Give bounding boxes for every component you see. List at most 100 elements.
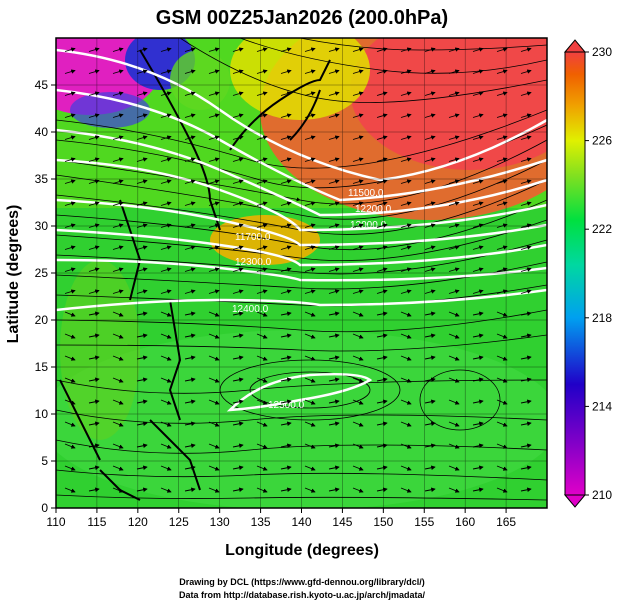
wind-arrow [256,487,268,493]
wind-arrow [472,377,484,382]
wind-arrow [232,267,244,272]
wind-arrow [376,69,388,74]
wind-arrow [256,465,268,471]
wind-arrow [280,135,292,140]
wind-arrow [352,69,364,74]
wind-arrow [136,201,148,206]
wind-arrow [424,245,436,250]
wind-arrow [88,487,100,492]
wind-arrow [136,311,148,316]
wind-arrow [400,179,412,184]
wind-arrow [448,377,460,383]
wind-arrow [520,267,532,272]
wind-arrow [208,69,220,74]
colorbar-label: 222 [592,222,612,236]
wind-arrow [280,311,292,316]
wind-arrow [520,201,532,206]
x-tick-label: 150 [373,515,393,529]
wind-arrow [376,135,388,140]
wind-arrow [184,47,196,52]
wind-arrow [400,289,412,294]
wind-arrow [352,355,364,361]
wind-arrow [112,91,124,96]
wind-arrow [112,157,124,162]
wind-arrow [304,245,316,250]
wind-arrow [328,113,340,118]
wind-arrow [520,135,532,140]
wind-arrow [208,355,220,361]
wind-arrow [472,421,484,426]
wind-arrow [160,355,172,361]
wind-arrow [64,69,76,74]
wind-arrow [208,311,220,317]
wind-arrow [160,333,172,339]
wind-arrow [352,421,364,427]
wind-arrow [424,421,436,426]
wind-arrow [304,465,316,471]
wind-arrow [64,355,76,361]
temperature-field [56,38,547,508]
wind-arrow [424,179,436,184]
wind-arrow [448,311,460,317]
wind-arrow [160,135,172,140]
wind-arrow [160,465,172,471]
wind-arrow [64,443,76,449]
wind-arrow [232,289,244,294]
wind-arrow [184,91,196,96]
wind-arrow [184,201,196,206]
y-tick-label: 20 [35,313,49,327]
wind-arrow [88,421,100,426]
wind-arrow [520,289,532,294]
wind-arrow [328,377,340,382]
wind-arrow [184,113,196,118]
wind-arrow [376,399,388,404]
wind-arrow [520,91,532,96]
wind-arrow [256,201,268,206]
wind-arrow [256,47,268,52]
wind-arrow [376,157,388,162]
wind-arrow [520,179,532,184]
wind-arrow [448,487,460,493]
wind-arrow [232,487,244,492]
wind-arrow [352,333,364,339]
wind-arrow [376,311,388,316]
colorbar-bottom-arrow [563,494,587,508]
wind-arrow [280,355,292,360]
wind-arrow [88,333,100,338]
wind-arrow [520,465,532,470]
wind-arrow [256,267,268,272]
wind-arrow [400,245,412,250]
wind-arrow [328,355,340,360]
wind-arrow [472,245,484,250]
wind-arrow [496,267,508,272]
wind-arrow [88,355,100,360]
colorbar-scale [564,51,586,496]
wind-arrow [136,135,148,140]
wind-arrow [400,157,412,162]
wind-arrow [376,355,388,360]
wind-arrow [328,421,340,426]
wind-arrow [328,47,340,52]
wind-arrow [64,487,76,493]
wind-arrow [424,47,436,52]
wind-arrow [304,201,316,206]
wind-arrow [328,311,340,316]
wind-arrow [184,465,196,470]
wind-arrow [448,47,460,52]
wind-arrow [472,157,484,162]
wind-arrow [280,377,292,382]
wind-arrow [160,245,172,250]
wind-arrow [160,157,172,162]
wind-arrow [88,399,100,404]
wind-arrow [64,91,76,96]
wind-arrow [64,157,76,162]
wind-arrow [280,267,292,272]
x-tick-label: 110 [46,515,65,529]
wind-arrow [352,113,364,118]
wind-arrow [88,267,100,272]
wind-arrow [64,201,76,206]
wind-arrow [472,135,484,140]
wind-arrow [352,289,364,294]
wind-arrow [208,377,220,383]
wind-arrow [232,69,244,74]
